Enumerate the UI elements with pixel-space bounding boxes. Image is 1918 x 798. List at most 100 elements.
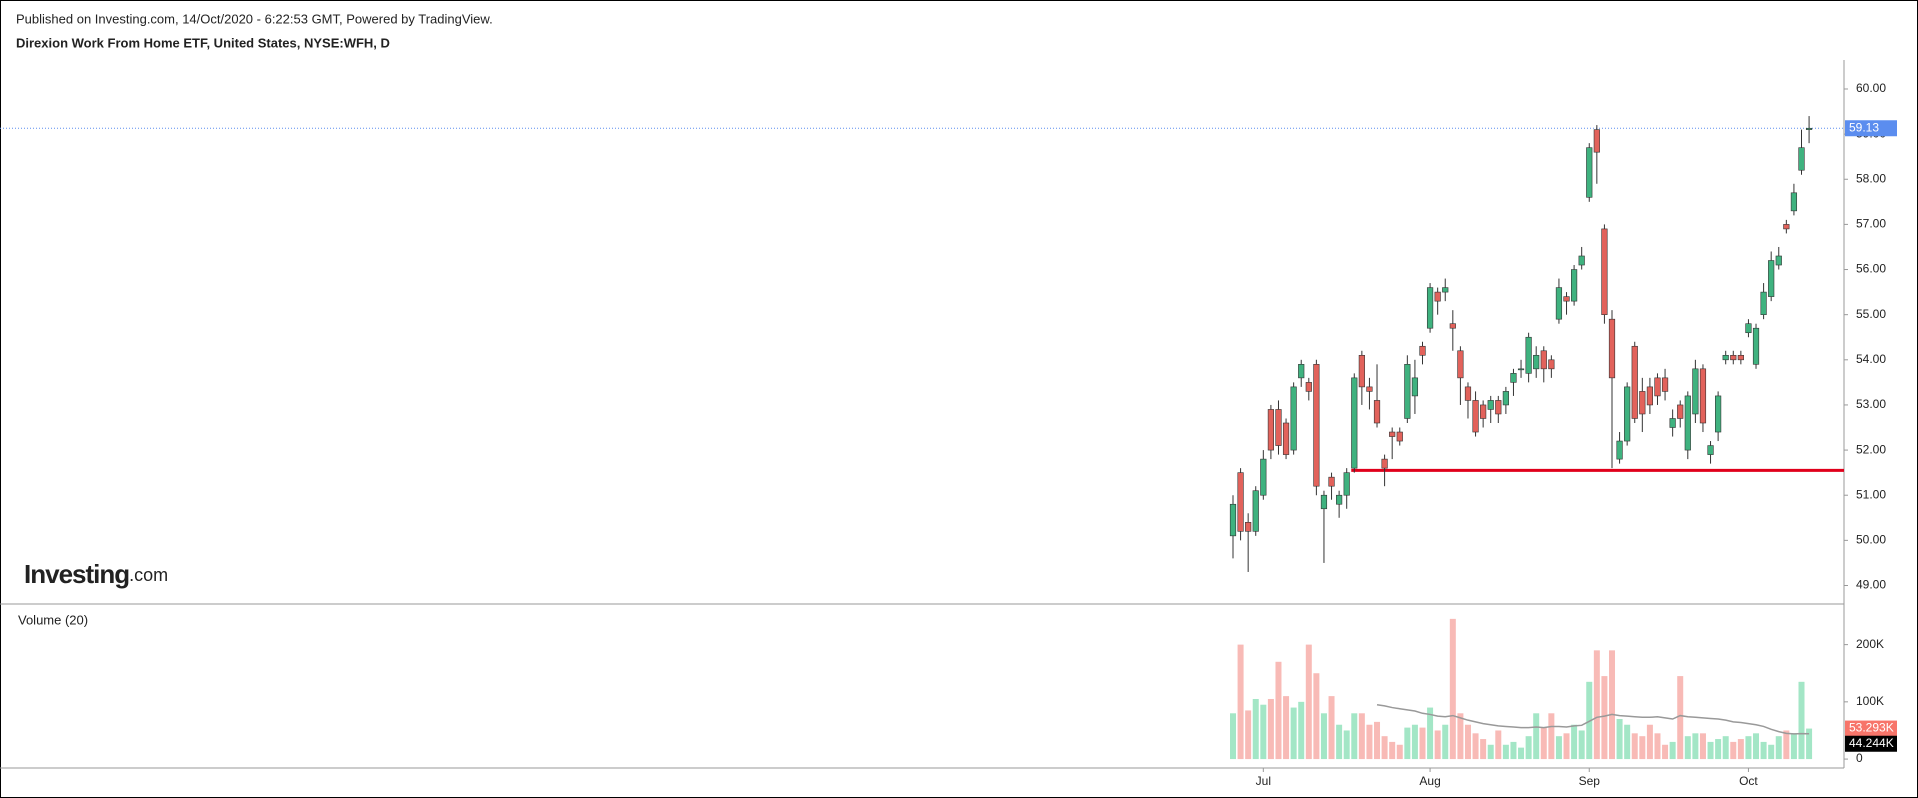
volume-title: Volume (20) xyxy=(18,612,88,627)
volume-bar xyxy=(1336,724,1343,760)
candle-body xyxy=(1783,224,1790,230)
candle-body xyxy=(1313,364,1320,487)
volume-bar xyxy=(1396,744,1403,760)
candle-body xyxy=(1464,386,1472,401)
candle-body xyxy=(1381,458,1388,469)
volume-bar xyxy=(1389,741,1396,760)
volume-bar xyxy=(1434,730,1441,760)
candle-body xyxy=(1563,296,1570,302)
candle-body xyxy=(1768,260,1775,297)
volume-bar xyxy=(1722,736,1729,760)
candle-body xyxy=(1684,395,1691,451)
volume-bar xyxy=(1646,724,1653,760)
candle-body xyxy=(1624,386,1631,442)
volume-bar xyxy=(1571,724,1578,760)
candle-body xyxy=(1419,345,1426,356)
candle-body xyxy=(1245,522,1252,532)
volume-bar xyxy=(1381,736,1388,760)
candle-body xyxy=(1267,409,1274,451)
volume-bar xyxy=(1654,733,1661,760)
candle-body xyxy=(1358,354,1365,388)
candle-body xyxy=(1480,404,1487,419)
volume-bar xyxy=(1790,733,1797,760)
candle-body xyxy=(1722,354,1729,361)
volume-bar xyxy=(1464,724,1471,760)
volume-bar xyxy=(1419,727,1426,760)
volume-bar xyxy=(1540,727,1547,760)
volume-bar xyxy=(1775,736,1782,760)
candle-body xyxy=(1442,287,1449,293)
last-volume-label-bg xyxy=(1845,720,1897,737)
candle-body xyxy=(1639,391,1646,415)
volume-bar xyxy=(1502,744,1509,760)
volume-bar xyxy=(1495,730,1502,760)
candle-body xyxy=(1669,418,1676,428)
volume-bar xyxy=(1692,733,1699,760)
volume-bar xyxy=(1677,676,1684,760)
candle-body xyxy=(1434,291,1441,302)
candle-body xyxy=(1472,400,1479,433)
volume-bar xyxy=(1745,736,1752,760)
volume-ma-line xyxy=(1376,703,1810,735)
candle-body xyxy=(1510,373,1517,383)
volume-bar xyxy=(1548,713,1555,760)
volume-bar xyxy=(1449,618,1456,760)
candle-body xyxy=(1457,350,1464,379)
candle-body xyxy=(1699,368,1707,424)
volume-bar xyxy=(1252,698,1259,760)
candle-body xyxy=(1805,127,1813,130)
candle-body xyxy=(1336,494,1343,505)
last-price-label: 59.13 xyxy=(1849,120,1879,134)
logo-suffix: .com xyxy=(129,565,168,585)
volume-bar xyxy=(1313,673,1320,760)
y-tick-label: 50.00 xyxy=(1856,533,1886,547)
candle-body xyxy=(1775,255,1782,266)
candle-body xyxy=(1252,490,1259,532)
candle-body xyxy=(1351,377,1358,469)
candle-body xyxy=(1737,354,1744,361)
volume-bar xyxy=(1472,733,1479,760)
candle-body xyxy=(1601,228,1608,315)
candle-body xyxy=(1631,345,1638,419)
volume-bar xyxy=(1510,741,1517,760)
volume-bar xyxy=(1806,728,1813,760)
y-tick-label: 60.00 xyxy=(1856,81,1886,95)
x-tick-label: Aug xyxy=(1419,774,1440,788)
volume-bar xyxy=(1267,698,1274,760)
volume-bar xyxy=(1298,701,1305,760)
y-tick-label: 55.00 xyxy=(1856,307,1886,321)
candle-body xyxy=(1790,192,1798,212)
volume-bar xyxy=(1753,733,1760,760)
volume-bar xyxy=(1487,744,1494,760)
candle-body xyxy=(1578,255,1585,266)
candle-body xyxy=(1366,386,1373,392)
chart-title: Direxion Work From Home ETF, United Stat… xyxy=(16,35,390,50)
volume-bar xyxy=(1275,661,1282,760)
volume-bar xyxy=(1358,713,1365,760)
last-ma-label: 44.244K xyxy=(1849,736,1894,750)
candle-body xyxy=(1548,359,1555,370)
logo: Investing.com xyxy=(24,559,168,589)
volume-bar xyxy=(1768,744,1775,760)
y-tick-label: 54.00 xyxy=(1856,352,1886,366)
volume-bar xyxy=(1351,713,1358,760)
x-tick-label: Oct xyxy=(1739,774,1758,788)
volume-bar xyxy=(1586,681,1593,760)
volume-bar xyxy=(1798,681,1805,760)
y-tick-label: 58.00 xyxy=(1856,171,1886,185)
volume-bar xyxy=(1480,739,1487,760)
volume-bar xyxy=(1245,710,1252,760)
volume-bar xyxy=(1783,730,1790,760)
x-tick-label: Sep xyxy=(1579,774,1601,788)
volume-bar xyxy=(1525,736,1532,760)
volume-bar xyxy=(1639,736,1646,760)
candle-body xyxy=(1396,431,1403,442)
candle-body xyxy=(1540,350,1547,370)
candle-body xyxy=(1593,129,1600,153)
candle-body xyxy=(1798,147,1805,171)
candle-body xyxy=(1752,327,1760,365)
volume-bar xyxy=(1616,719,1623,760)
candle-body xyxy=(1677,404,1684,419)
volume-bar xyxy=(1593,650,1600,760)
